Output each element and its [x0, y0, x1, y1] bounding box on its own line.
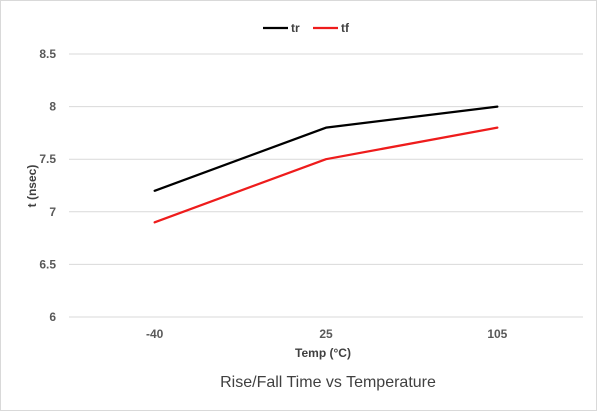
- y-tick-label: 6: [49, 310, 56, 324]
- y-tick-label: 6.5: [39, 257, 56, 271]
- series-line-tr: [153, 105, 499, 192]
- y-tick-label: 7: [49, 205, 56, 219]
- x-tick-label: -40: [146, 327, 164, 341]
- y-axis-title: t (nsec): [25, 165, 39, 208]
- y-tick-label: 7.5: [39, 152, 56, 166]
- y-tick-labels: 6 6.5 7 7.5 8 8.5: [39, 47, 56, 324]
- legend-label-tf: tf: [341, 21, 350, 35]
- series-lines: [153, 105, 499, 224]
- x-tick-label: 25: [319, 327, 333, 341]
- legend: tr tf: [263, 21, 350, 35]
- y-tick-label: 8: [49, 100, 56, 114]
- x-axis-title: Temp (°C): [295, 346, 351, 360]
- chart-title: Rise/Fall Time vs Temperature: [220, 374, 436, 391]
- series-line-tf: [153, 126, 499, 224]
- x-tick-label: 105: [487, 327, 507, 341]
- x-tick-labels: -40 25 105: [146, 327, 508, 341]
- gridlines: [69, 53, 583, 318]
- y-tick-label: 8.5: [39, 47, 56, 61]
- legend-label-tr: tr: [291, 21, 300, 35]
